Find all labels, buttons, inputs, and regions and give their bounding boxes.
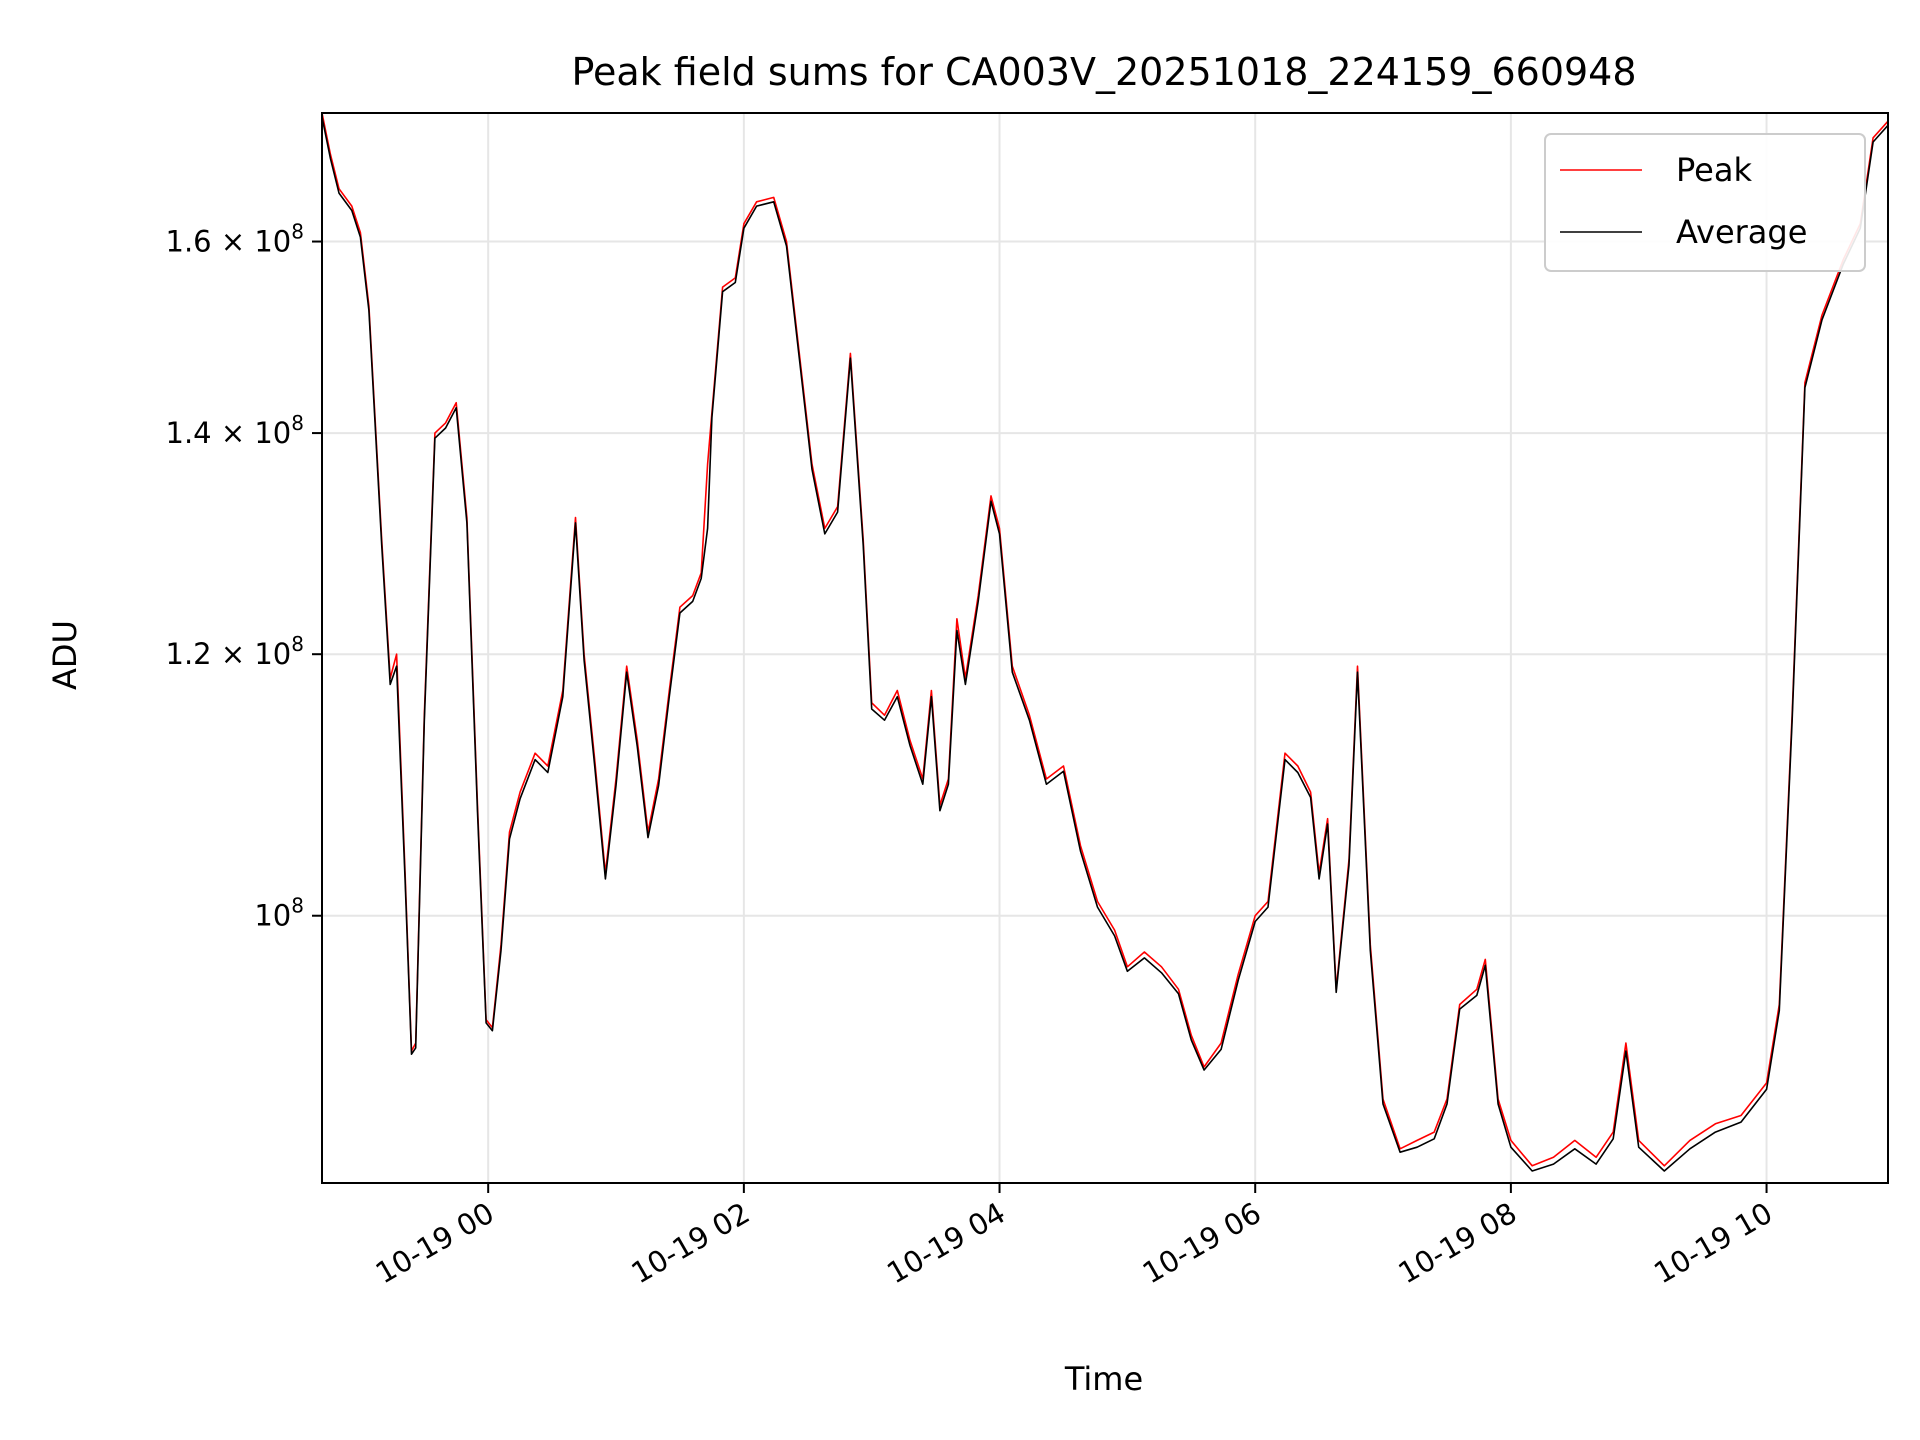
y-tick-label: 1.2 × 108 bbox=[166, 632, 305, 671]
plot-frame bbox=[321, 112, 1889, 1184]
legend-label-peak: Peak bbox=[1676, 151, 1752, 189]
y-tick-label: 1.6 × 108 bbox=[166, 220, 305, 259]
legend-box bbox=[1544, 133, 1866, 272]
y-axis-label: ADU bbox=[46, 620, 84, 690]
y-axis: 108 1.2 × 108 1.4 × 108 1.6 × 108 bbox=[166, 220, 322, 933]
series-line-average bbox=[321, 116, 1889, 1172]
series-layer bbox=[321, 112, 1889, 1172]
y-tick-label: 1.4 × 108 bbox=[166, 411, 305, 450]
legend-label-average: Average bbox=[1676, 213, 1807, 251]
legend: Peak Average bbox=[1544, 133, 1866, 272]
x-axis-label: Time bbox=[1064, 1360, 1143, 1398]
y-tick-label: 108 bbox=[254, 894, 304, 933]
chart-title: Peak field sums for CA003V_20251018_2241… bbox=[571, 50, 1636, 94]
